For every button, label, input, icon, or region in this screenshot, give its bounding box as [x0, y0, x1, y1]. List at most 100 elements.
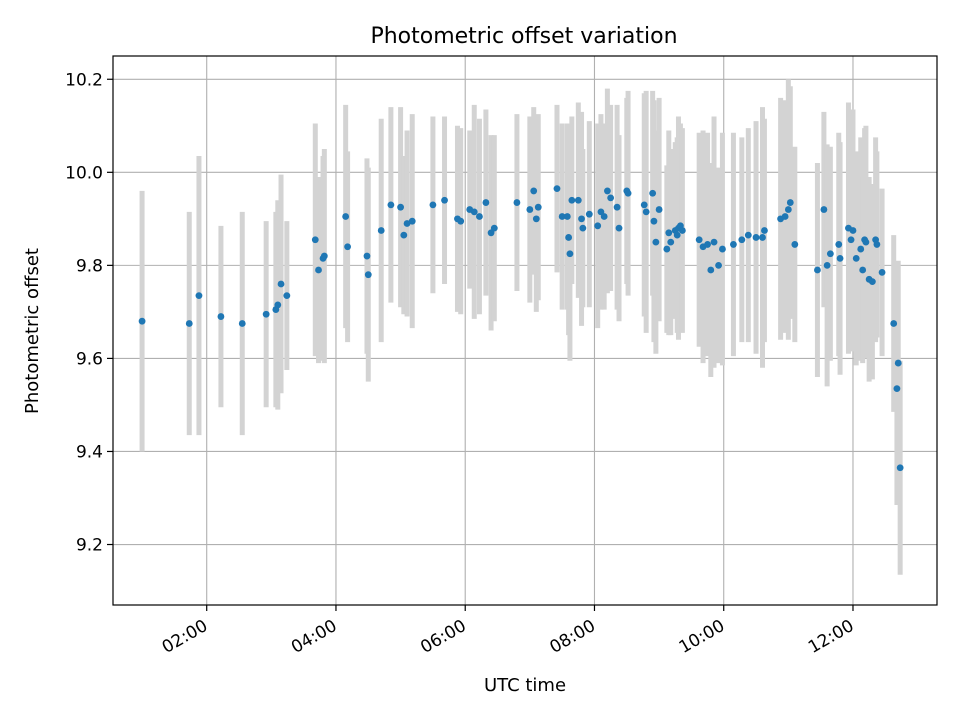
x-tick-label: 02:00: [159, 616, 211, 658]
y-axis-title: Photometric offset: [22, 248, 43, 414]
x-axis-ticks: 02:00 04:00 06:00 08:00 10:00 12:00: [159, 605, 857, 658]
data-point: [565, 234, 573, 241]
data-point: [344, 243, 351, 251]
data-point: [715, 261, 722, 269]
data-point: [719, 245, 726, 253]
data-point: [594, 222, 602, 230]
data-points: [138, 185, 904, 472]
data-point: [408, 217, 416, 225]
data-point: [607, 194, 615, 202]
data-point: [553, 185, 561, 192]
data-point: [852, 254, 860, 262]
data-point: [403, 220, 411, 227]
data-point: [615, 224, 623, 232]
data-point: [673, 231, 681, 239]
data-point: [342, 213, 350, 220]
data-point: [377, 227, 385, 234]
data-point: [441, 196, 448, 204]
data-point: [847, 236, 855, 244]
data-point: [835, 241, 843, 248]
data-point: [695, 236, 703, 244]
data-point: [217, 313, 225, 320]
grid-lines: [113, 56, 937, 605]
data-point: [482, 199, 490, 206]
data-point: [563, 213, 571, 220]
plot-frame: [112, 55, 938, 606]
data-point: [707, 266, 715, 274]
x-tick-label: 04:00: [288, 616, 340, 658]
data-point: [704, 241, 711, 248]
data-point: [820, 206, 828, 213]
x-axis-title: UTC time: [484, 675, 566, 696]
data-point: [185, 320, 193, 327]
x-tick-label: 08:00: [547, 616, 599, 658]
y-tick-label: 10.2: [65, 70, 103, 90]
data-point: [678, 227, 686, 234]
data-point: [476, 213, 483, 220]
data-point: [868, 278, 876, 286]
error-bars: [139, 79, 903, 575]
data-point: [624, 189, 632, 197]
data-point: [759, 234, 766, 241]
data-point: [781, 213, 789, 220]
data-point: [667, 238, 675, 246]
data-point: [823, 261, 831, 269]
data-point: [791, 241, 799, 248]
data-point: [530, 187, 538, 195]
y-axis-ticks: 9.2 9.4 9.6 9.8 10.0 10.2: [65, 70, 113, 556]
data-point: [652, 238, 660, 246]
data-point: [320, 252, 328, 260]
data-point: [274, 301, 282, 309]
data-point: [364, 271, 372, 279]
data-point: [283, 292, 291, 300]
x-tick-label: 10:00: [676, 616, 728, 658]
data-point: [640, 201, 648, 209]
data-point: [578, 215, 585, 223]
data-point: [534, 203, 542, 211]
data-point: [387, 201, 395, 209]
data-point: [613, 203, 621, 211]
data-point: [738, 236, 746, 244]
data-point: [761, 227, 768, 234]
data-point: [490, 224, 498, 232]
y-tick-label: 9.8: [76, 256, 103, 276]
data-point: [878, 268, 886, 276]
data-point: [859, 266, 867, 274]
data-point: [600, 213, 608, 220]
data-point: [744, 231, 752, 239]
data-point: [429, 201, 437, 209]
data-point: [849, 227, 857, 234]
data-point: [277, 280, 285, 288]
data-point: [558, 213, 566, 220]
data-point: [400, 231, 408, 239]
data-point: [663, 245, 671, 253]
data-point: [195, 292, 203, 300]
y-tick-label: 9.4: [76, 442, 103, 462]
data-point: [526, 206, 534, 213]
data-point: [513, 199, 521, 206]
data-point: [894, 359, 902, 367]
data-point: [730, 241, 737, 248]
data-point: [826, 250, 834, 258]
data-point: [585, 210, 593, 218]
data-point: [315, 266, 322, 274]
chart-title: Photometric offset variation: [370, 24, 677, 49]
data-point: [650, 217, 658, 225]
data-point: [857, 245, 865, 253]
data-point: [836, 254, 844, 262]
y-tick-label: 10.0: [65, 163, 103, 183]
data-point: [262, 310, 270, 318]
data-point: [138, 317, 146, 325]
data-point: [655, 206, 663, 213]
data-point: [873, 241, 881, 248]
data-point: [642, 208, 650, 216]
data-point: [532, 215, 540, 223]
data-point: [363, 252, 371, 260]
data-point: [786, 199, 794, 206]
data-point: [457, 217, 465, 225]
data-point: [665, 229, 673, 237]
data-point: [896, 464, 904, 472]
data-point: [397, 203, 404, 211]
data-point: [311, 236, 319, 244]
